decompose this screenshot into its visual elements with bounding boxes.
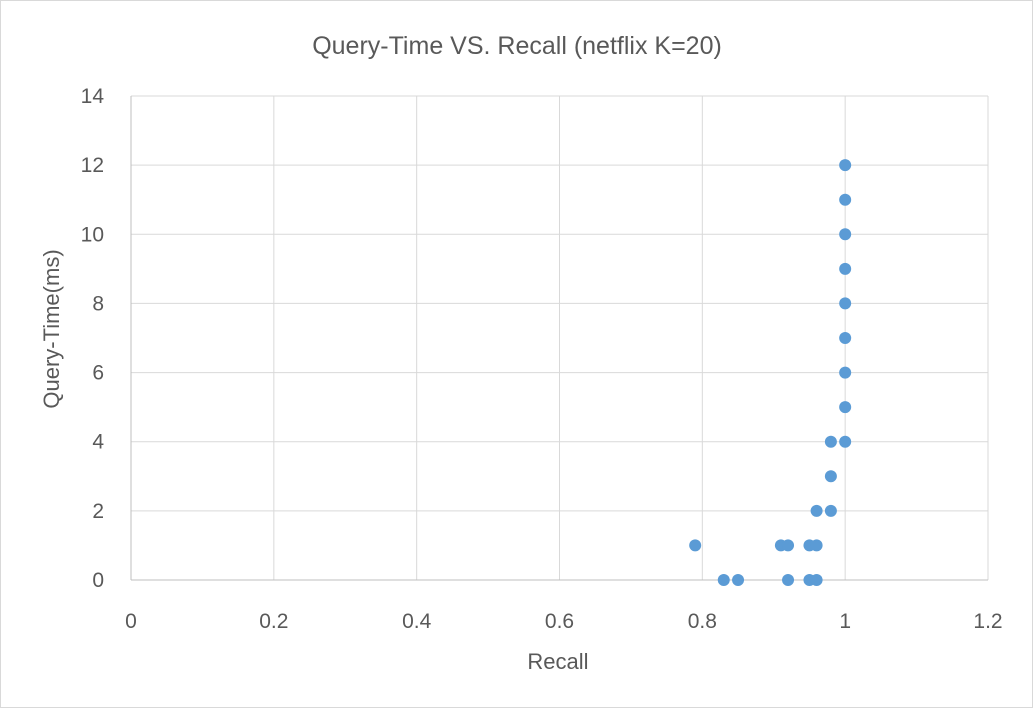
y-tick-label: 8 — [92, 292, 104, 315]
data-point — [689, 539, 702, 552]
data-point — [782, 574, 795, 586]
y-axis-title: Query-Time(ms) — [39, 249, 64, 408]
gridlines — [131, 95, 989, 580]
y-tick-label: 14 — [81, 85, 105, 108]
x-tick-label: 0.4 — [402, 610, 432, 633]
data-point — [839, 228, 852, 241]
x-tick-label: 0 — [125, 610, 137, 633]
data-point — [810, 539, 823, 552]
y-tick-label: 4 — [92, 431, 104, 454]
x-tick-label: 0.8 — [688, 610, 717, 633]
x-tick-label: 1 — [839, 610, 851, 633]
data-point — [732, 574, 745, 586]
data-point — [810, 574, 823, 586]
data-point — [839, 332, 852, 344]
data-point — [782, 539, 795, 552]
data-point — [824, 470, 837, 483]
data-point — [824, 435, 837, 448]
y-tick-label: 0 — [92, 569, 104, 592]
data-point — [839, 297, 852, 310]
y-tick-label: 2 — [92, 500, 104, 523]
data-point — [717, 574, 730, 586]
y-tick-label: 10 — [81, 223, 104, 246]
x-tick-label: 0.2 — [259, 610, 288, 633]
axes — [130, 96, 988, 581]
data-point — [810, 504, 823, 517]
data-point — [839, 435, 852, 448]
x-axis-title: Recall — [527, 649, 588, 674]
data-point — [839, 193, 852, 206]
x-tick-label: 0.6 — [545, 610, 574, 633]
y-tick-label: 12 — [81, 154, 104, 177]
data-point — [824, 504, 837, 517]
x-axis-tick-labels: 0 0.2 0.4 0.6 0.8 1 1.2 — [125, 610, 1002, 633]
data-point — [839, 401, 852, 414]
y-axis-tick-labels: 0 2 4 6 8 10 12 14 — [81, 85, 105, 592]
x-tick-label: 1.2 — [973, 610, 1002, 633]
data-point — [839, 366, 852, 379]
y-tick-label: 6 — [92, 362, 104, 385]
data-points — [689, 159, 852, 586]
data-point — [839, 159, 852, 172]
data-point — [839, 262, 852, 275]
chart-title: Query-Time VS. Recall (netflix K=20) — [312, 32, 722, 60]
